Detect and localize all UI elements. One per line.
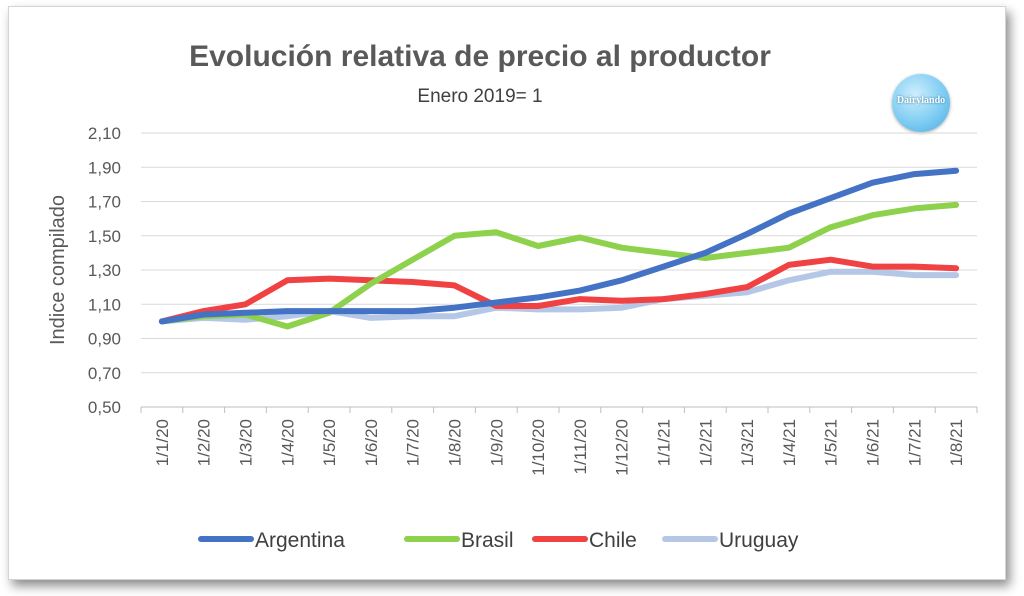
y-tick-label: 1,50 [88,227,121,246]
legend-label: Argentina [255,529,345,552]
legend-item-uruguay: Uruguay [662,529,799,552]
y-axis-label: Indice compilado [47,195,69,345]
y-tick-label: 1,90 [88,158,121,177]
x-tick-label: 1/5/21 [822,419,841,466]
y-tick-labels: 0,50 0,70 0,90 1,10 1,30 1,50 1,70 1,90 2,10 [88,124,121,417]
legend-label: Uruguay [719,529,799,552]
y-tick-label: 1,70 [88,193,121,212]
dairylando-logo: Dairylando [892,74,950,132]
legend-label: Chile [589,529,637,552]
logo-text: Dairylando [896,95,946,106]
x-tick-label: 1/11/20 [571,419,590,474]
x-tick-label: 1/7/21 [905,419,924,466]
x-tick-label: 1/3/21 [738,419,757,466]
x-tick-label: 1/10/20 [529,419,548,476]
y-tick-label: 1,30 [88,261,121,280]
x-tick-label: 1/8/20 [446,419,465,466]
x-tick-label: 1/8/21 [947,419,966,466]
y-tick-label: 0,90 [88,330,121,349]
series-lines [158,167,960,330]
legend-item-brasil: Brasil [404,529,514,552]
gridlines [141,132,977,374]
x-tick-label: 1/4/21 [780,419,799,466]
x-tick-label: 1/12/20 [613,419,632,476]
y-tick-label: 0,50 [88,398,121,417]
x-tick-label: 1/5/20 [320,419,339,466]
x-tick-label: 1/2/20 [195,419,214,466]
x-tick-label: 1/7/20 [404,419,423,466]
x-tick-label: 1/9/20 [487,419,506,466]
legend-item-chile: Chile [532,529,637,552]
x-tick-labels: 1/1/20 1/2/20 1/3/20 1/4/20 1/5/20 1/6/20 1/7/… [153,419,966,476]
x-tick-label: 1/4/20 [278,419,297,466]
x-tick-label: 1/6/20 [362,419,381,466]
legend: Argentina Brasil Chile Uruguay [198,529,799,552]
y-tick-label: 2,10 [88,124,121,143]
series-line-uruguay [158,268,960,325]
chart-frame [8,6,1006,580]
legend-item-argentina: Argentina [198,529,345,552]
x-tick-label: 1/1/21 [655,419,674,466]
x-tick-label: 1/2/21 [696,419,715,466]
axes [140,406,978,413]
y-tick-label: 1,10 [88,295,121,314]
x-tick-label: 1/3/20 [237,419,256,466]
series-line-chile [158,256,960,325]
legend-label: Brasil [461,529,514,552]
x-tick-label: 1/6/21 [864,419,883,466]
chart-title: Evolución relativa de precio al producto… [189,40,771,73]
series-line-brasil [158,201,960,330]
series-line-argentina [158,167,960,325]
x-tick-label: 1/1/20 [153,419,172,466]
chart-subtitle: Enero 2019= 1 [417,86,543,107]
y-tick-label: 0,70 [88,364,121,383]
